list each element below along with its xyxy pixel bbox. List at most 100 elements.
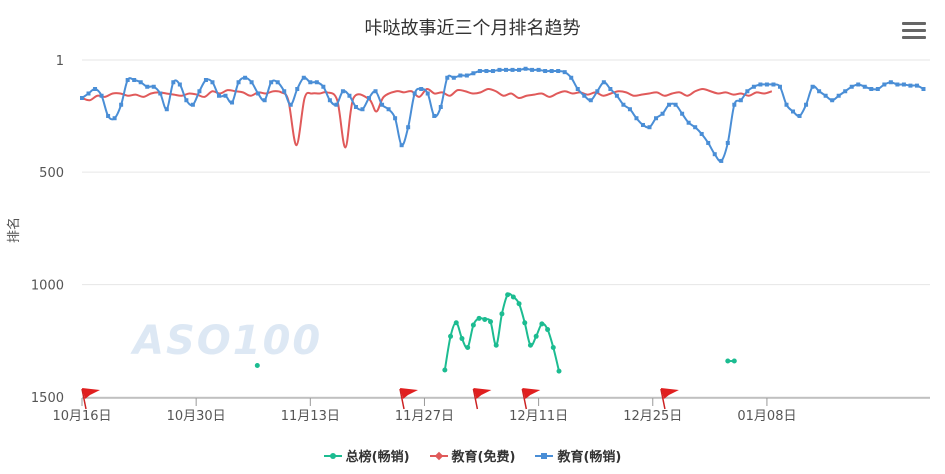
- series-point-education-paid: [93, 87, 98, 92]
- series-point-education-paid: [699, 131, 704, 136]
- series-point-overall-paid: [493, 342, 499, 348]
- flag-pole: [81, 388, 87, 410]
- series-point-education-paid: [621, 102, 626, 107]
- series-point-education-paid: [86, 91, 91, 96]
- series-point-education-paid: [80, 95, 84, 100]
- legend-item[interactable]: 教育(免费): [429, 446, 516, 465]
- series-point-education-paid: [464, 73, 469, 78]
- chart-menu-button[interactable]: [902, 22, 926, 44]
- series-point-education-paid: [882, 82, 887, 87]
- series-point-education-paid: [895, 82, 900, 87]
- series-point-overall-paid: [510, 294, 516, 300]
- series-point-education-paid: [654, 116, 659, 121]
- series-point-education-paid: [595, 89, 600, 94]
- series-point-education-paid: [823, 93, 828, 98]
- series-point-education-paid: [347, 93, 352, 98]
- series-point-overall-paid: [516, 301, 522, 307]
- series-point-education-paid: [353, 104, 358, 109]
- series-point-education-paid: [490, 69, 495, 74]
- series-point-education-paid: [106, 113, 111, 118]
- series-point-education-paid: [725, 140, 730, 145]
- series-point-education-paid: [243, 75, 248, 80]
- flag-pole: [521, 388, 528, 410]
- series-point-education-paid: [236, 80, 241, 85]
- legend-label: 教育(免费): [451, 450, 516, 465]
- series-point-overall-paid: [499, 311, 505, 317]
- menu-line: [902, 29, 926, 32]
- x-tick-label: 11月13日: [281, 409, 340, 424]
- series-point-education-paid: [914, 83, 919, 88]
- series-point-overall-paid: [550, 345, 556, 351]
- y-tick-label: 500: [39, 166, 64, 181]
- series-point-education-paid: [869, 87, 874, 92]
- series-point-education-paid: [256, 91, 261, 96]
- series-point-overall-paid: [725, 358, 731, 364]
- series-point-education-paid: [764, 82, 769, 87]
- series-line-overall-paid: [443, 292, 560, 372]
- series-point-education-paid: [862, 84, 867, 89]
- series-point-education-paid: [412, 91, 417, 96]
- series-point-education-paid: [138, 80, 143, 85]
- series-point-education-paid: [536, 67, 541, 72]
- series-point-education-paid: [497, 67, 502, 72]
- series-point-overall-paid: [545, 327, 551, 333]
- series-point-education-paid: [543, 69, 548, 74]
- red-flag-icon[interactable]: [660, 388, 679, 410]
- series-point-education-paid: [203, 78, 208, 83]
- series-point-education-paid: [145, 84, 150, 89]
- series-point-education-paid: [458, 73, 463, 78]
- series-point-education-paid: [640, 122, 645, 127]
- series-point-education-paid: [738, 98, 743, 103]
- series-point-education-paid: [164, 107, 169, 112]
- legend-item[interactable]: 总榜(畅销): [323, 446, 410, 465]
- legend-item[interactable]: 教育(畅销): [535, 446, 621, 465]
- flag-cloth: [400, 388, 418, 399]
- series-point-education-paid: [830, 98, 835, 103]
- series-point-education-paid: [804, 102, 809, 107]
- series-point-education-paid: [269, 80, 274, 85]
- series-point-education-paid: [399, 143, 404, 148]
- flag-cloth: [82, 388, 100, 399]
- series-point-overall-paid: [254, 363, 260, 369]
- series-point-overall-paid: [533, 333, 539, 339]
- series-point-education-paid: [777, 84, 782, 89]
- series-point-education-paid: [771, 82, 776, 87]
- series-point-education-paid: [484, 69, 489, 74]
- red-flag-icon[interactable]: [521, 388, 541, 410]
- red-flag-icon[interactable]: [472, 388, 492, 410]
- red-flag-icon[interactable]: [399, 388, 418, 410]
- watermark: ASO100: [133, 318, 323, 364]
- series-point-education-paid: [856, 82, 861, 87]
- x-tick-label: 10月16日: [52, 409, 111, 424]
- series-point-education-paid: [373, 89, 378, 94]
- series-point-education-paid: [125, 78, 130, 83]
- series-point-education-paid: [445, 75, 450, 80]
- series-point-overall-paid: [505, 292, 511, 298]
- series-point-education-paid: [360, 107, 365, 112]
- series-point-education-paid: [197, 89, 202, 94]
- legend-symbol-circle-icon: [323, 451, 342, 461]
- x-tick-label: 12月11日: [509, 409, 568, 424]
- series-point-education-paid: [745, 89, 750, 94]
- series-point-education-paid: [875, 87, 880, 92]
- series-point-education-paid: [575, 87, 580, 92]
- series-point-education-paid: [758, 82, 763, 87]
- x-tick-label: 11月27日: [395, 409, 454, 424]
- series-point-education-paid: [810, 84, 815, 89]
- series-line-education-paid: [81, 67, 924, 163]
- series-point-education-paid: [634, 116, 639, 121]
- series-point-education-paid: [608, 87, 613, 92]
- series-point-education-paid: [530, 67, 535, 72]
- series-point-education-paid: [614, 93, 619, 98]
- series-point-education-paid: [451, 75, 456, 80]
- series-point-education-paid: [471, 71, 476, 76]
- flag-pole: [399, 388, 405, 410]
- flag-pole: [660, 388, 666, 410]
- red-flag-icon[interactable]: [81, 388, 100, 410]
- series-point-education-paid: [517, 67, 522, 72]
- series-point-education-paid: [660, 111, 665, 116]
- series-point-education-paid: [334, 102, 339, 107]
- series-point-education-paid: [510, 67, 515, 72]
- series-point-education-paid: [921, 87, 926, 92]
- series-point-education-paid: [190, 102, 195, 107]
